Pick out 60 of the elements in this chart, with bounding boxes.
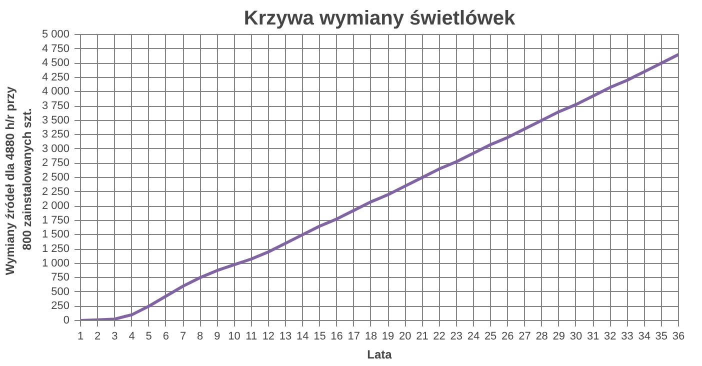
x-tick-label: 1 — [77, 330, 84, 342]
x-tick-label: 12 — [262, 330, 275, 342]
x-tick-label: 9 — [214, 330, 220, 342]
y-tick-label: 2 500 — [42, 172, 70, 184]
x-tick-label: 27 — [518, 330, 531, 342]
x-tick-label: 5 — [146, 330, 152, 342]
y-tick-label: 1 500 — [42, 228, 70, 241]
chart-title: Krzywa wymiany świetlówek — [244, 8, 516, 30]
x-tick-label: 32 — [604, 330, 616, 342]
x-tick-label: 26 — [502, 330, 514, 342]
x-tick-label: 34 — [638, 330, 650, 342]
x-tick-label: 16 — [330, 330, 343, 342]
y-tick-label: 500 — [51, 286, 70, 298]
x-tick-label: 15 — [314, 330, 326, 342]
x-tick-label: 24 — [467, 330, 480, 342]
y-tick-label: 4 000 — [42, 86, 70, 98]
x-tick-label: 31 — [586, 330, 600, 342]
x-tick-label: 17 — [348, 330, 360, 342]
y-tick-label: 4 250 — [42, 71, 70, 84]
x-tick-label: 28 — [536, 330, 548, 342]
y-tick-label: 1 000 — [42, 257, 70, 270]
x-tick-label: 22 — [433, 330, 446, 342]
x-tick-label: 21 — [416, 330, 428, 342]
x-tick-label: 18 — [364, 330, 378, 342]
y-tick-label: 3 000 — [42, 142, 70, 155]
y-tick-label: 4 750 — [42, 42, 70, 55]
y-tick-label: 250 — [51, 300, 70, 312]
x-tick-label: 6 — [162, 330, 169, 342]
x-tick-label: 10 — [228, 330, 240, 342]
x-tick-label: 33 — [621, 330, 634, 342]
x-tick-label: 23 — [450, 330, 463, 342]
y-tick-label: 750 — [51, 272, 70, 284]
x-tick-label: 4 — [128, 330, 135, 342]
x-tick-label: 36 — [672, 330, 685, 342]
x-axis-title: Lata — [367, 348, 392, 362]
y-tick-label: 3 500 — [42, 114, 70, 126]
x-tick-label: 25 — [484, 330, 497, 342]
x-tick-label: 11 — [246, 330, 258, 342]
x-tick-label: 8 — [197, 330, 204, 342]
x-tick-label: 13 — [279, 330, 292, 342]
y-tick-label: 3 250 — [42, 128, 70, 141]
y-tick-label: 2 000 — [42, 200, 70, 212]
y-tick-label: 1 250 — [42, 243, 70, 255]
x-tick-label: 30 — [570, 330, 582, 342]
y-tick-label: 3 750 — [42, 100, 70, 112]
x-tick-label: 3 — [112, 330, 118, 342]
x-tick-label: 29 — [552, 330, 566, 342]
x-tick-label: 2 — [94, 330, 101, 342]
y-tick-label: 1 750 — [42, 214, 70, 226]
x-tick-label: 7 — [180, 330, 186, 342]
x-tick-label: 19 — [382, 330, 394, 342]
x-tick-label: 35 — [655, 330, 668, 342]
y-tick-label: 4 500 — [42, 57, 70, 70]
y-axis-title: Wymiany źródeł dla 4880 h/r przy 800 zainstalowanych szt. — [3, 86, 34, 276]
y-tick-label: 2 250 — [42, 186, 70, 198]
y-tick-label: 0 — [63, 314, 70, 326]
x-tick-label: 14 — [296, 330, 309, 342]
y-tick-label: 2 750 — [42, 157, 70, 170]
x-tick-label: 20 — [399, 330, 412, 342]
y-tick-label: 5 000 — [42, 28, 70, 40]
